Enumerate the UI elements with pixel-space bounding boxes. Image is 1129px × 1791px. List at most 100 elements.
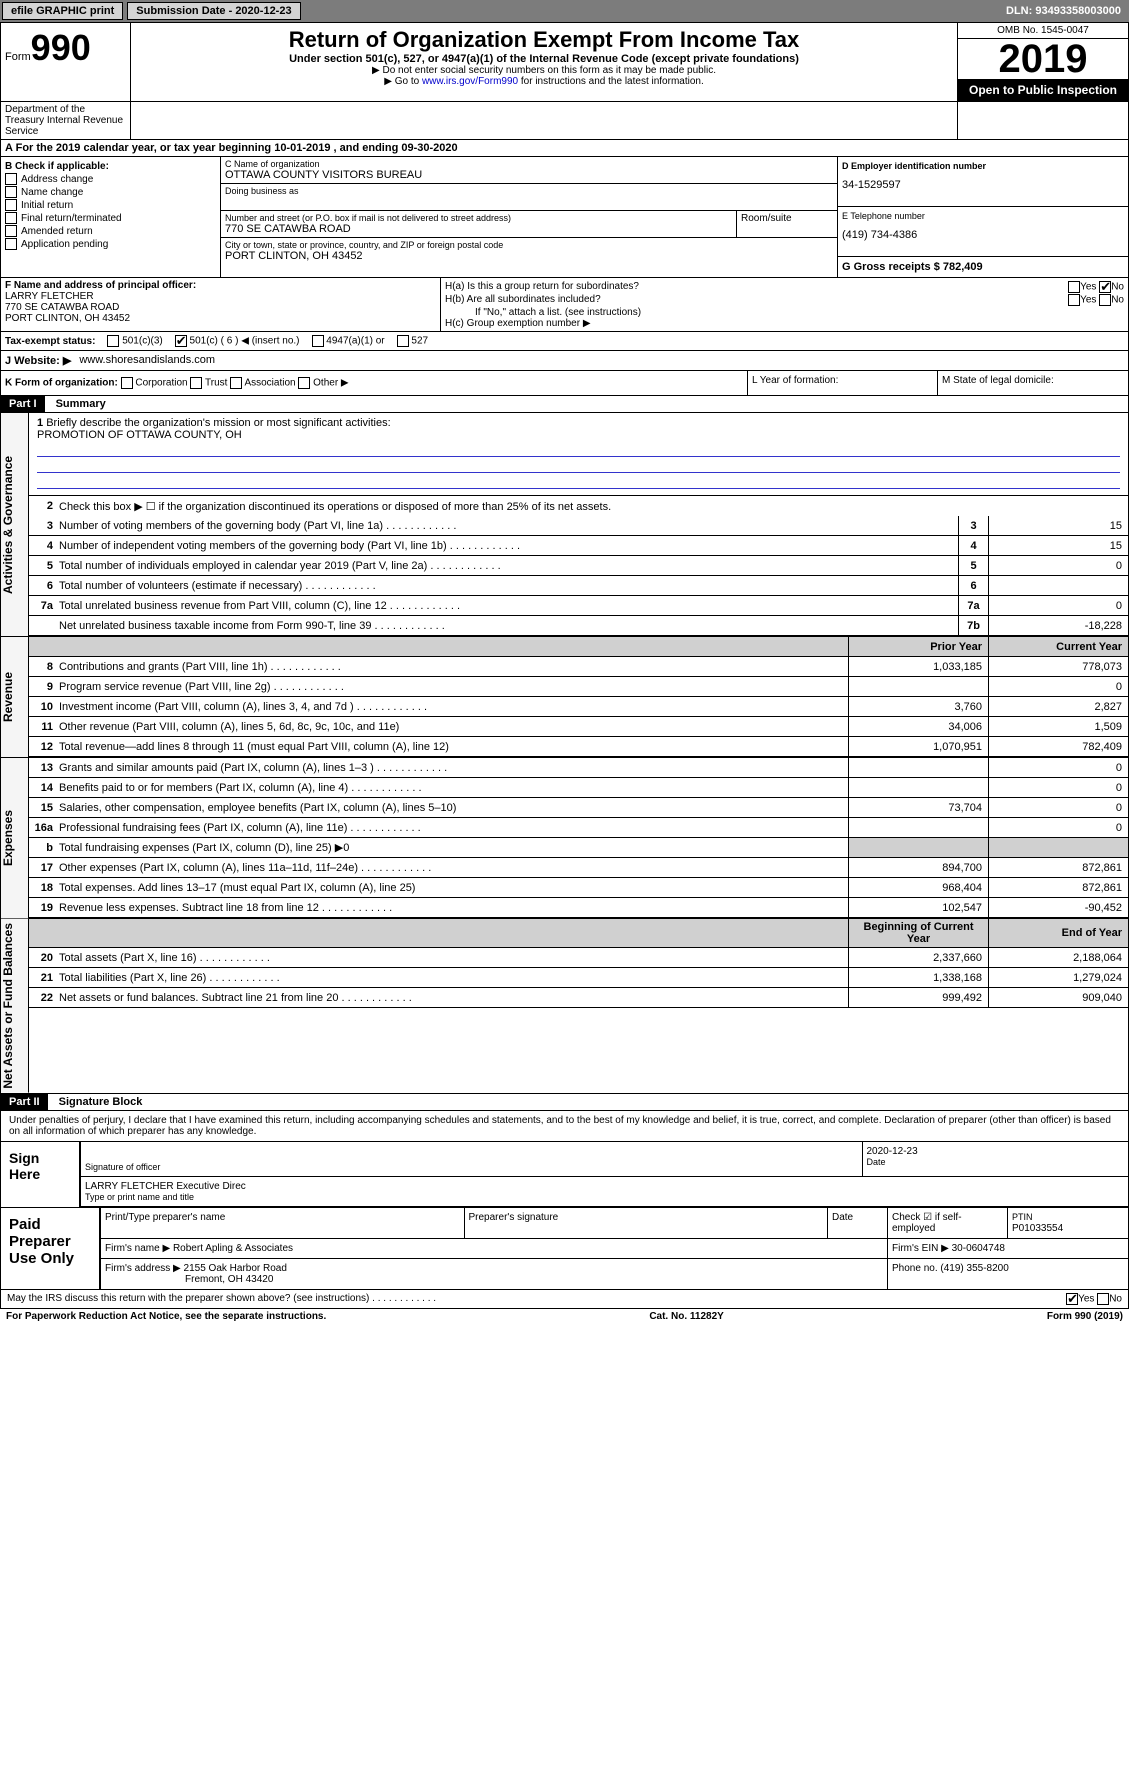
form-footer: Form 990 (2019): [1047, 1311, 1123, 1322]
submission-date-button[interactable]: Submission Date - 2020-12-23: [127, 2, 300, 20]
form-word: Form: [5, 51, 31, 63]
line-2: Check this box ▶ ☐ if the organization d…: [59, 498, 1128, 515]
line-11: Other revenue (Part VIII, column (A), li…: [59, 719, 848, 735]
chk-amended[interactable]: [5, 225, 17, 237]
footer-row: For Paperwork Reduction Act Notice, see …: [0, 1309, 1129, 1324]
klm-row: K Form of organization: Corporation Trus…: [0, 371, 1129, 396]
sign-here-label: Sign Here: [1, 1142, 81, 1207]
title-cell: Return of Organization Exempt From Incom…: [131, 23, 958, 101]
firm-city: Fremont, OH 43420: [105, 1274, 273, 1285]
line-22: Net assets or fund balances. Subtract li…: [59, 990, 848, 1006]
firm-phone: (419) 355-8200: [940, 1263, 1008, 1274]
line-7b: Net unrelated business taxable income fr…: [59, 618, 958, 634]
chk-assoc[interactable]: [230, 377, 242, 389]
ha-label: H(a) Is this a group return for subordin…: [445, 281, 639, 293]
chk-initial-return[interactable]: [5, 199, 17, 211]
line-8: Contributions and grants (Part VIII, lin…: [59, 659, 848, 675]
chk-name-change[interactable]: [5, 186, 17, 198]
chk-application-pending[interactable]: [5, 238, 17, 250]
city-value: PORT CLINTON, OH 43452: [225, 250, 833, 262]
netassets-body: Net Assets or Fund Balances Beginning of…: [0, 919, 1129, 1094]
summary-body: Activities & Governance 1 Briefly descri…: [0, 413, 1129, 637]
box-defg: D Employer identification number 34-1529…: [838, 157, 1128, 277]
line-16b: Total fundraising expenses (Part IX, col…: [59, 839, 848, 856]
form-header: Form990 Return of Organization Exempt Fr…: [0, 22, 1129, 102]
firm-address: 2155 Oak Harbor Road: [184, 1263, 287, 1274]
box-c: C Name of organization OTTAWA COUNTY VIS…: [221, 157, 838, 277]
side-expenses: Expenses: [1, 758, 29, 918]
part1-header: Part I Summary: [0, 396, 1129, 413]
perjury-statement: Under penalties of perjury, I declare th…: [1, 1111, 1128, 1141]
type-name-label: Type or print name and title: [85, 1192, 1124, 1202]
line-1: 1 Briefly describe the organization's mi…: [29, 413, 1128, 496]
hb-no[interactable]: [1099, 294, 1111, 306]
org-name-label: C Name of organization: [225, 159, 833, 169]
revenue-body: Revenue Prior YearCurrent Year 8Contribu…: [0, 637, 1129, 758]
street-value: 770 SE CATAWBA ROAD: [225, 223, 732, 235]
prep-name-label: Print/Type preparer's name: [101, 1208, 465, 1238]
chk-trust[interactable]: [190, 377, 202, 389]
chk-501c[interactable]: [175, 335, 187, 347]
line-13: Grants and similar amounts paid (Part IX…: [59, 760, 848, 776]
sig-date-value: 2020-12-23: [867, 1146, 1125, 1157]
pra-notice: For Paperwork Reduction Act Notice, see …: [6, 1311, 326, 1322]
val-4: 15: [988, 536, 1128, 555]
discuss-no[interactable]: [1097, 1293, 1109, 1305]
website-label: J Website: ▶: [5, 354, 71, 367]
chk-address-change[interactable]: [5, 173, 17, 185]
side-governance: Activities & Governance: [1, 413, 29, 636]
chk-4947[interactable]: [312, 335, 324, 347]
signature-block: Under penalties of perjury, I declare th…: [0, 1111, 1129, 1290]
hb-yes[interactable]: [1068, 294, 1080, 306]
firm-ein: 30-0604748: [952, 1243, 1005, 1254]
website-row: J Website: ▶ www.shoresandislands.com: [0, 351, 1129, 371]
current-year-hdr: Current Year: [988, 637, 1128, 656]
box-l: L Year of formation:: [748, 371, 938, 395]
discuss-yes[interactable]: [1066, 1293, 1078, 1305]
form-number: 990: [31, 27, 91, 68]
line-20: Total assets (Part X, line 16): [59, 950, 848, 966]
part2-title: Signature Block: [51, 1094, 151, 1110]
form-id-cell: Form990: [1, 23, 131, 101]
ha-no[interactable]: [1099, 281, 1111, 293]
irs-link[interactable]: www.irs.gov/Form990: [422, 76, 518, 87]
firm-name: Robert Apling & Associates: [173, 1243, 293, 1254]
efile-button[interactable]: efile GRAPHIC print: [2, 2, 123, 20]
val-7a: 0: [988, 596, 1128, 615]
discuss-row: May the IRS discuss this return with the…: [0, 1290, 1129, 1309]
dln-label: DLN: 93493358003000: [1006, 5, 1127, 17]
info-block: B Check if applicable: Address change Na…: [0, 157, 1129, 278]
prep-sig-label: Preparer's signature: [465, 1208, 829, 1238]
chk-527[interactable]: [397, 335, 409, 347]
officer-addr1: 770 SE CATAWBA ROAD: [5, 302, 436, 313]
line-12: Total revenue—add lines 8 through 11 (mu…: [59, 739, 848, 755]
self-employed-check: Check ☑ if self-employed: [888, 1208, 1008, 1238]
ptin-value: P01033554: [1012, 1223, 1063, 1234]
form-subtitle: Under section 501(c), 527, or 4947(a)(1)…: [135, 53, 953, 65]
chk-other[interactable]: [298, 377, 310, 389]
tax-period-row: A For the 2019 calendar year, or tax yea…: [0, 140, 1129, 157]
officer-name-title: LARRY FLETCHER Executive Direc: [85, 1181, 1124, 1192]
val-3: 15: [988, 516, 1128, 535]
line-21: Total liabilities (Part X, line 26): [59, 970, 848, 986]
line-5: Total number of individuals employed in …: [59, 558, 958, 574]
chk-corp[interactable]: [121, 377, 133, 389]
line-15: Salaries, other compensation, employee b…: [59, 800, 848, 816]
form-title: Return of Organization Exempt From Incom…: [135, 27, 953, 53]
box-m: M State of legal domicile:: [938, 371, 1128, 395]
end-hdr: End of Year: [988, 919, 1128, 947]
chk-501c3[interactable]: [107, 335, 119, 347]
val-7b: -18,228: [988, 616, 1128, 635]
street-label: Number and street (or P.O. box if mail i…: [225, 213, 732, 223]
tax-status-row: Tax-exempt status: 501(c)(3) 501(c) ( 6 …: [0, 332, 1129, 351]
part1-badge: Part I: [1, 396, 45, 412]
line-7a: Total unrelated business revenue from Pa…: [59, 598, 958, 614]
ein-label: D Employer identification number: [842, 161, 1124, 171]
box-b: B Check if applicable: Address change Na…: [1, 157, 221, 277]
line-6: Total number of volunteers (estimate if …: [59, 578, 958, 594]
goto-spacer: [131, 102, 958, 139]
ha-yes[interactable]: [1068, 281, 1080, 293]
val-5: 0: [988, 556, 1128, 575]
chk-final-return[interactable]: [5, 212, 17, 224]
room-suite-label: Room/suite: [737, 211, 837, 237]
